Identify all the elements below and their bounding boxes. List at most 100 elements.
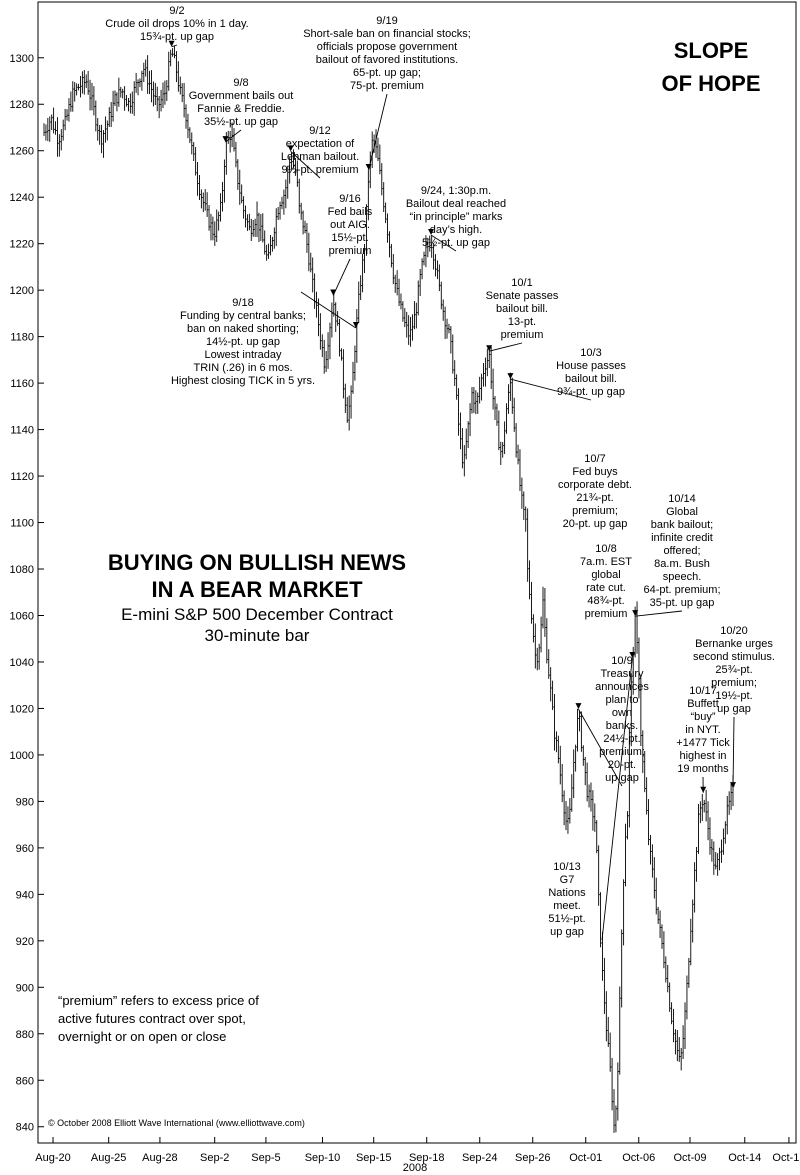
annotation-line: 9/8 <box>233 77 248 89</box>
annotation-line: offered; <box>663 545 700 557</box>
annotation-arrow <box>430 234 457 252</box>
x-tick-label: Oct-01 <box>569 1152 602 1164</box>
arrow-head <box>629 651 636 658</box>
annotation-line: out AIG. <box>330 219 370 231</box>
y-tick-label: 1200 <box>10 285 34 297</box>
x-tick-label: Aug-25 <box>91 1152 126 1164</box>
annotation-line: Nations <box>548 887 586 899</box>
annotation-line: bailout bill. <box>496 303 548 315</box>
x-tick-label: Oct-06 <box>622 1152 655 1164</box>
y-tick-label: 940 <box>16 889 34 901</box>
annotation-line: “buy” <box>690 711 715 723</box>
plot-frame <box>37 1 797 1144</box>
annotation-line: 10/20 <box>720 625 748 637</box>
annotation-line: meet. <box>553 900 581 912</box>
y-tick-label: 1240 <box>10 192 34 204</box>
chart-title-line-2: IN A BEAR MARKET <box>151 577 363 602</box>
annotation-line: Fannie & Freddie. <box>197 103 284 115</box>
annotation-line: global <box>591 569 620 581</box>
annotation-line: 51½-pt. <box>548 913 585 925</box>
annotation-line: 10/1 <box>511 277 532 289</box>
corner-title-line-2: OF HOPE <box>661 71 760 96</box>
annotation-line: 7a.m. EST <box>580 556 632 568</box>
annotation-line: 48¾-pt. <box>587 595 624 607</box>
annotation-line: plan to <box>605 694 638 706</box>
x-tick-label: Sep-15 <box>356 1152 391 1164</box>
arrow-head <box>486 345 493 352</box>
annotation-line: officials propose government <box>317 41 457 53</box>
annotation-line: 35½-pt. up gap <box>204 116 278 128</box>
annotation-line: Global <box>666 506 698 518</box>
annotation-line: “in principle” marks <box>410 211 503 223</box>
annotation-line: 5½-pt. up gap <box>422 237 490 249</box>
annotation-arrow <box>225 129 242 143</box>
annotation-line: Bernanke urges <box>695 638 773 650</box>
annotation-line: 25¾-pt. <box>715 664 752 676</box>
annotation-line: 20-pt. up gap <box>563 518 628 530</box>
y-tick-label: 1280 <box>10 99 34 111</box>
annotation-line: own <box>612 707 632 719</box>
arrow-head <box>365 163 372 170</box>
x-tick-label: Sep-24 <box>462 1152 497 1164</box>
arrow-head <box>222 136 229 143</box>
x-tick-label: Sep-26 <box>515 1152 550 1164</box>
annotation-line: 19 months <box>677 763 729 775</box>
y-tick-label: 1140 <box>10 425 34 437</box>
y-tick-label: 860 <box>16 1075 34 1087</box>
annotation-line: Fed bails <box>328 206 373 218</box>
annotation-line: 15½-pt. <box>331 232 368 244</box>
x-tick-label: Oct-09 <box>673 1152 706 1164</box>
y-tick-label: 1100 <box>10 518 34 530</box>
x-tick-label: Sep-2 <box>200 1152 229 1164</box>
annotation-line: 9/2 <box>169 5 184 17</box>
corner-title-line-1: SLOPE <box>674 38 749 63</box>
annotation-arrow <box>732 716 735 789</box>
annotation-line: Lowest intraday <box>204 349 282 361</box>
annotation-line: up gap <box>605 772 639 784</box>
annotation-line: Bailout deal reached <box>406 198 506 210</box>
annotation-line: 9/16 <box>339 193 360 205</box>
y-tick-label: 1000 <box>10 750 34 762</box>
y-tick-label: 900 <box>16 982 34 994</box>
annotation-arrow <box>300 291 357 329</box>
chart-title-line-1: BUYING ON BULLISH NEWS <box>108 550 406 575</box>
annotation-line: banks. <box>606 720 638 732</box>
y-tick-label: 840 <box>16 1122 34 1134</box>
y-tick-label: 1180 <box>10 332 34 344</box>
annotation-line: Funding by central banks; <box>180 310 306 322</box>
x-axis-year-label: 2008 <box>403 1162 427 1174</box>
y-tick-label: 1020 <box>10 703 34 715</box>
annotation-line: Treasury <box>601 668 644 680</box>
annotation-line: bailout bill. <box>565 373 617 385</box>
annotation-line: premium; <box>572 505 618 517</box>
arrow-head <box>632 610 639 617</box>
annotation-arrow <box>290 151 321 179</box>
annotation-line: +1477 Tick <box>676 737 730 749</box>
annotation-line: rate cut. <box>586 582 626 594</box>
annotation-line: Highest closing TICK in 5 yrs. <box>171 375 315 387</box>
annotation-line: 13-pt. <box>508 316 536 328</box>
x-tick-label: Aug-28 <box>142 1152 177 1164</box>
annotation-line: 75-pt. premium <box>350 80 424 92</box>
annotation-line: day’s high. <box>430 224 482 236</box>
annotation-arrow <box>578 708 623 787</box>
premium-note-line-3: overnight or on open or close <box>58 1029 226 1044</box>
annotation-line: 10/13 <box>553 861 581 873</box>
annotation-line: House passes <box>556 360 626 372</box>
arrow-head <box>730 782 736 789</box>
annotation-line: expectation of <box>286 138 355 150</box>
annotation-line: 10/14 <box>668 493 696 505</box>
annotation-line: premium <box>585 608 628 620</box>
annotation-line: 24½-pt. <box>603 733 640 745</box>
annotation-line: 9/19 <box>376 15 397 27</box>
annotation-line: premium <box>329 245 372 257</box>
arrow-head <box>330 289 337 296</box>
